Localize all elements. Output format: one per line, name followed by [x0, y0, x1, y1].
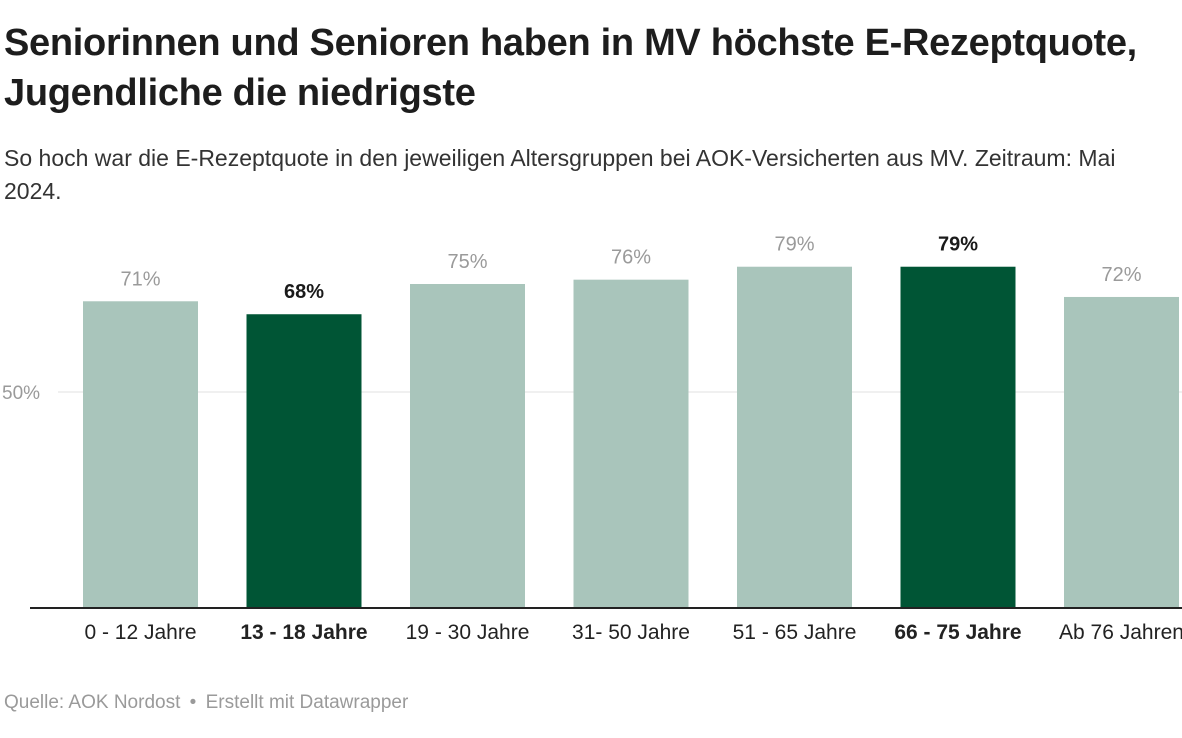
credit-label: Erstellt mit Datawrapper	[205, 692, 409, 713]
value-label: 79%	[774, 234, 814, 256]
value-label: 68%	[284, 281, 324, 303]
bar-5	[737, 266, 852, 608]
category-label: 66 - 75 Jahre	[894, 621, 1021, 644]
value-label: 75%	[447, 251, 487, 273]
bar-3	[410, 284, 525, 608]
source-label: Quelle: AOK Nordost	[4, 692, 181, 713]
bar-2	[246, 314, 362, 608]
category-label: 31- 50 Jahre	[572, 621, 690, 644]
category-label: Ab 76 Jahren	[1059, 621, 1182, 644]
category-label: 51 - 65 Jahre	[733, 621, 857, 644]
category-label: 13 - 18 Jahre	[240, 621, 367, 644]
footer-separator: •	[189, 692, 197, 713]
value-label: 76%	[611, 247, 651, 269]
category-label: 19 - 30 Jahre	[406, 621, 530, 644]
bar-chart: 50% 71% 0 - 12 Jahre 68% 13 - 18 Jahre 75% 19 …	[0, 220, 1182, 660]
bar-chart-svg: 50% 71% 0 - 12 Jahre 68% 13 - 18 Jahre 75% 19 …	[2, 234, 1182, 644]
y-tick-label: 50%	[2, 383, 40, 404]
value-label: 79%	[938, 234, 978, 256]
chart-title: Seniorinnen und Senioren haben in MV höc…	[4, 22, 1137, 114]
value-label: 72%	[1101, 264, 1141, 286]
chart-footer: Quelle: AOK Nordost • Erstellt mit Dataw…	[4, 692, 408, 714]
bar-4	[573, 279, 689, 608]
bar-1	[83, 301, 198, 608]
category-label: 0 - 12 Jahre	[84, 621, 196, 644]
value-label: 71%	[120, 268, 160, 290]
chart-subtitle: So hoch war die E-Rezeptquote in den jew…	[4, 145, 1116, 204]
bar-7	[1064, 296, 1179, 608]
bar-6	[900, 266, 1016, 608]
